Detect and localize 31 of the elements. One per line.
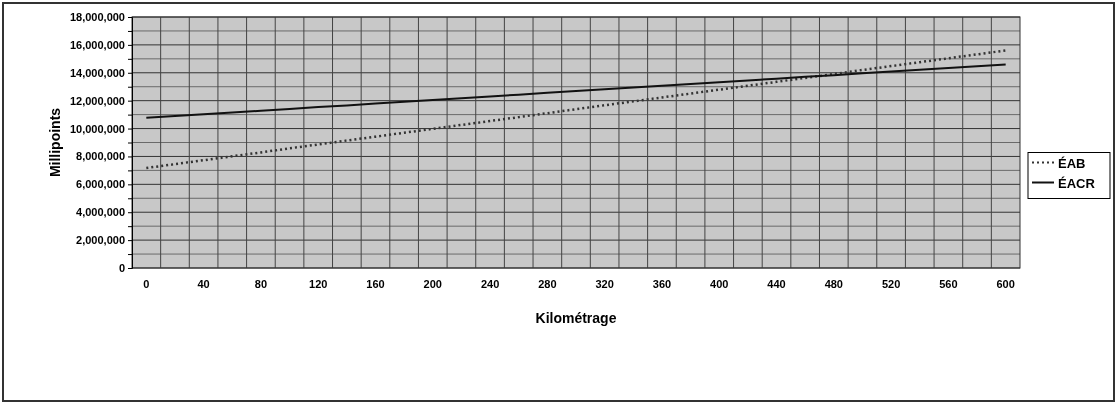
x-tick-label: 0 xyxy=(143,277,150,290)
x-tick-label: 40 xyxy=(197,277,210,290)
x-tick-label: 400 xyxy=(710,277,729,290)
x-tick-label: 600 xyxy=(996,277,1015,290)
x-tick-label: 440 xyxy=(767,277,786,290)
x-tick-label: 120 xyxy=(309,277,328,290)
y-tick-label: 6,000,000 xyxy=(76,178,125,191)
x-tick-label: 280 xyxy=(538,277,557,290)
y-tick-label: 12,000,000 xyxy=(69,94,125,107)
x-tick-label: 200 xyxy=(423,277,442,290)
x-tick-label: 160 xyxy=(366,277,385,290)
y-tick-label: 14,000,000 xyxy=(69,66,125,79)
x-tick-label: 360 xyxy=(652,277,672,290)
y-tick-label: 18,000,000 xyxy=(69,11,125,24)
y-tick-label: 4,000,000 xyxy=(76,206,125,219)
line-series xyxy=(145,63,1007,119)
x-tick-label: 240 xyxy=(480,277,500,290)
x-tick-label: 520 xyxy=(881,277,901,290)
y-tick-label: 8,000,000 xyxy=(76,150,125,163)
x-axis-title: Kilométrage xyxy=(535,310,617,326)
y-tick-label: 16,000,000 xyxy=(69,38,125,51)
y-axis-title: Millipoints xyxy=(47,107,63,178)
y-tick-label: 10,000,000 xyxy=(69,122,125,135)
y-tick-label: 2,000,000 xyxy=(76,234,125,247)
x-tick-label: 480 xyxy=(824,277,843,290)
legend-label: ÉACR xyxy=(1058,175,1096,191)
y-tick-label: 0 xyxy=(118,262,125,275)
x-tick-label: 320 xyxy=(595,277,614,290)
x-tick-label: 560 xyxy=(939,277,958,290)
legend-label: ÉAB xyxy=(1058,155,1086,171)
x-tick-label: 80 xyxy=(254,277,268,290)
